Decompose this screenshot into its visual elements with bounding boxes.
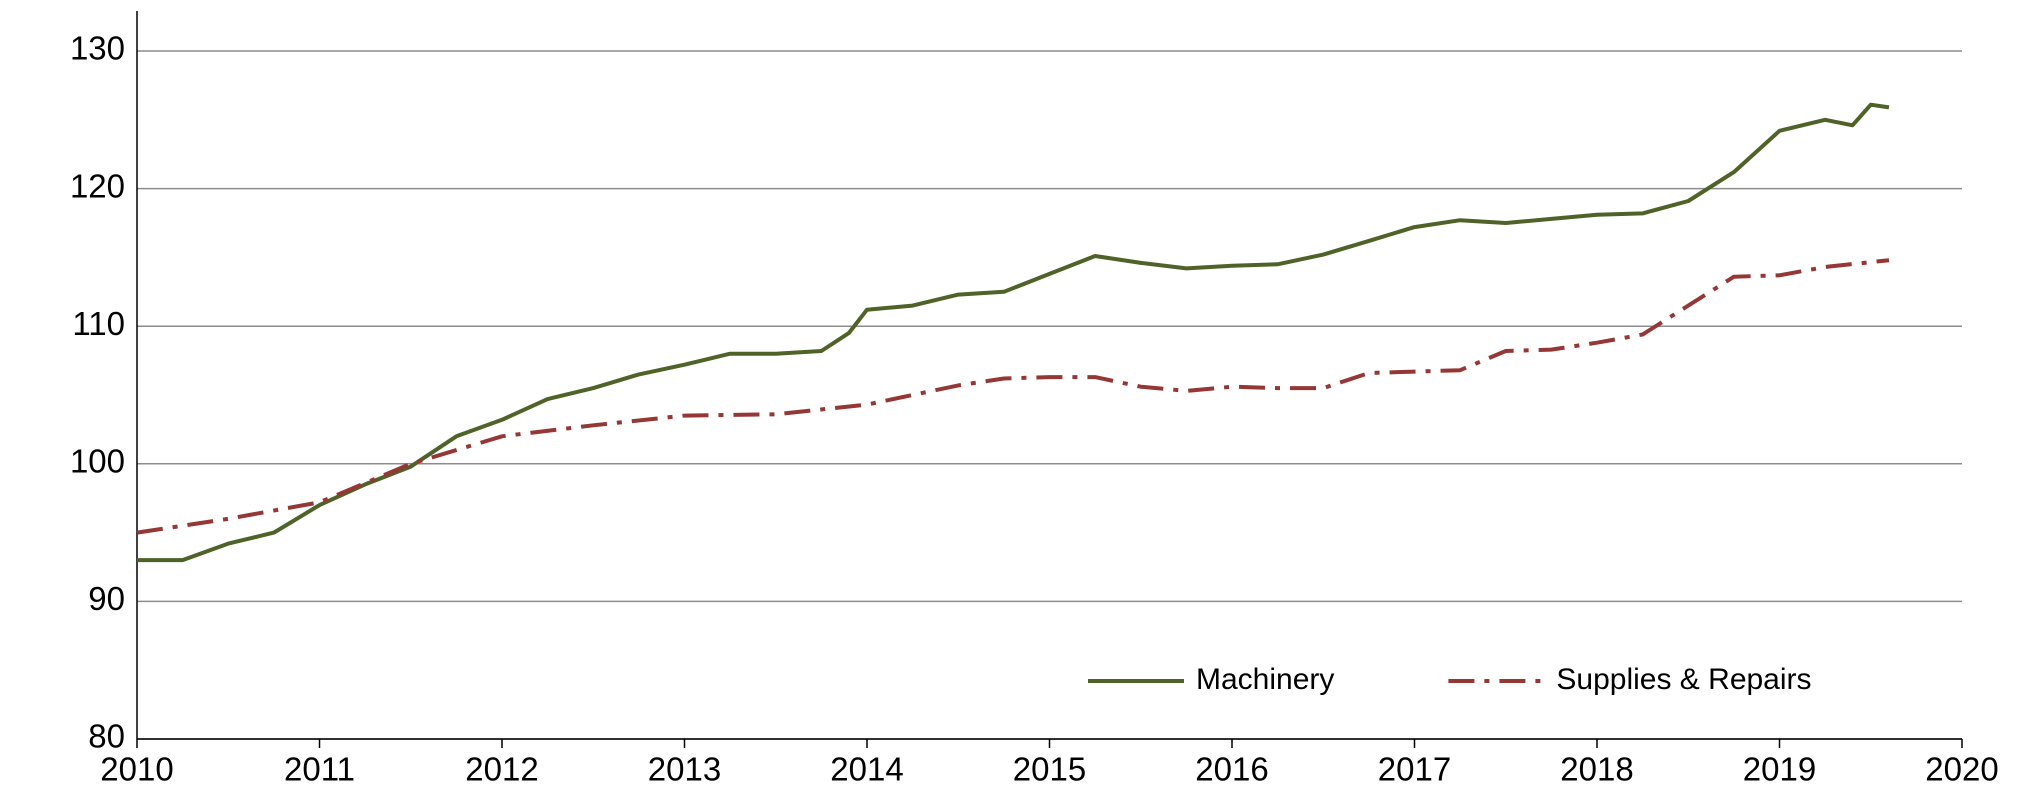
- x-tick-label: 2019: [1743, 751, 1816, 788]
- legend-label: Supplies & Repairs: [1556, 663, 1811, 696]
- x-tick-label: 2015: [1013, 751, 1086, 788]
- x-tick-label: 2018: [1560, 751, 1633, 788]
- series-line: [136, 258, 1890, 535]
- legend-label: Machinery: [1196, 663, 1334, 696]
- x-tick-label: 2012: [465, 751, 538, 788]
- x-tick-label: 2016: [1195, 751, 1268, 788]
- y-tick-label: 80: [88, 718, 125, 755]
- y-tick-label: 110: [72, 305, 125, 342]
- series-line: [137, 102, 1890, 563]
- x-tick-label: 2017: [1378, 751, 1451, 788]
- x-tick-label: 2014: [830, 751, 903, 788]
- y-tick-label: 120: [70, 167, 125, 204]
- x-tick-label: 2013: [648, 751, 721, 788]
- x-tick-label: 2010: [100, 751, 173, 788]
- y-tick-label: 90: [88, 580, 125, 617]
- y-tick-label: 100: [70, 443, 125, 480]
- x-tick-label: 2020: [1925, 751, 1998, 788]
- x-tick-label: 2011: [284, 751, 355, 788]
- y-tick-label: 130: [70, 30, 125, 67]
